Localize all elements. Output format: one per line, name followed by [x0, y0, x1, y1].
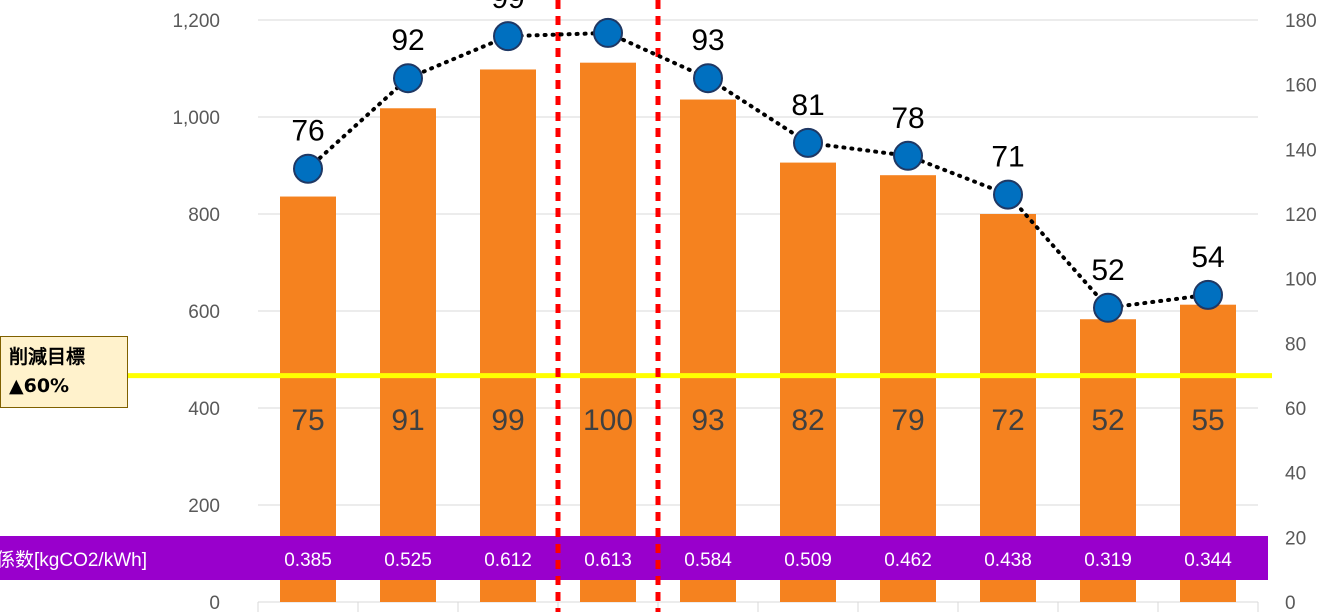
- y2-tick-label: 40: [1285, 464, 1306, 485]
- y2-tick-label: 20: [1285, 528, 1306, 549]
- line-marker: [793, 127, 823, 158]
- line-marker: [593, 17, 623, 48]
- bar-data-label: 75: [291, 404, 324, 437]
- line-data-label: 76: [291, 115, 324, 148]
- bars: 75 91 99 100 93 82 79 72 52 55: [280, 62, 1236, 603]
- y-tick-label: 1,000: [172, 108, 220, 129]
- line-marker: [893, 140, 923, 171]
- line-data-label: 52: [1091, 254, 1124, 287]
- bar-data-label: 99: [491, 404, 524, 437]
- y-tick-label: 400: [188, 399, 220, 420]
- y2-tick-label: 0: [1285, 593, 1296, 612]
- emission-factor-value: 0.613: [584, 550, 632, 571]
- line-data-label: 92: [391, 24, 424, 57]
- bar: [280, 196, 336, 603]
- target-label-line1: 削減目標: [9, 346, 86, 368]
- y-tick-label: 600: [188, 302, 220, 323]
- bar-data-label: 79: [891, 404, 924, 437]
- bar-data-label: 91: [391, 404, 424, 437]
- emission-factor-band: 係数[kgCO2/kWh] 0.385 0.525 0.612 0.613 0.584 0.…: [0, 536, 1268, 580]
- emission-factor-value: 0.385: [284, 550, 332, 571]
- y-tick-label: 200: [188, 496, 220, 517]
- bar: [880, 175, 936, 602]
- emission-factor-value: 0.509: [784, 550, 832, 571]
- target-label-line2: ▲60%: [9, 375, 70, 397]
- highlight-2013: [555, 0, 661, 612]
- bar-data-label: 52: [1091, 404, 1124, 437]
- emission-factor-value: 0.612: [484, 550, 532, 571]
- axis-labels: 0 200 400 600 800 1,000 1,200 0 20 40 60 80 100 120 14…: [172, 11, 1316, 612]
- bar: [380, 108, 436, 603]
- line-data-label: 81: [791, 89, 824, 122]
- line-marker: [493, 21, 523, 52]
- y2-tick-label: 100: [1285, 270, 1317, 291]
- bar-data-label: 82: [791, 404, 824, 437]
- line-series-path: [306, 30, 1210, 310]
- bar: [680, 99, 736, 602]
- emission-factor-band-bg: [0, 536, 1268, 580]
- emission-factor-value: 0.584: [684, 550, 732, 571]
- emission-factor-label: 係数[kgCO2/kWh]: [0, 549, 147, 571]
- emission-factor-value: 0.438: [984, 550, 1032, 571]
- bar-data-label: 55: [1191, 404, 1224, 437]
- y2-tick-label: 140: [1285, 140, 1317, 161]
- y2-tick-label: 60: [1285, 399, 1306, 420]
- line-marker: [1093, 292, 1123, 323]
- emission-factor-value: 0.344: [1184, 550, 1232, 571]
- line-data-label: 54: [1191, 241, 1224, 274]
- line-data-label: 99: [491, 0, 524, 15]
- bar: [480, 69, 536, 603]
- target-label-box: 削減目標 ▲60%: [0, 336, 128, 408]
- line-marker: [393, 63, 423, 94]
- bar: [780, 162, 836, 602]
- line-data-label: 71: [991, 141, 1024, 174]
- bar: [580, 62, 636, 603]
- y2-tick-label: 160: [1285, 76, 1317, 97]
- emission-factor-value: 0.525: [384, 550, 432, 571]
- bar-data-label: 93: [691, 404, 724, 437]
- y2-tick-label: 120: [1285, 205, 1317, 226]
- y-tick-label: 0: [209, 593, 220, 612]
- y2-tick-label: 180: [1285, 11, 1317, 32]
- y-tick-label: 1,200: [172, 11, 220, 32]
- line-data-label: 93: [691, 24, 724, 57]
- y-tick-label: 800: [188, 205, 220, 226]
- line-marker: [993, 179, 1023, 210]
- bar-data-label: 100: [583, 404, 633, 437]
- line-marker: [293, 153, 323, 184]
- emission-factor-value: 0.319: [1084, 550, 1132, 571]
- line-marker: [693, 63, 723, 94]
- bar-data-label: 72: [991, 404, 1024, 437]
- line-marker: [1193, 279, 1223, 310]
- y2-tick-label: 80: [1285, 334, 1306, 355]
- emission-factor-value: 0.462: [884, 550, 932, 571]
- line-data-label: 78: [891, 102, 924, 135]
- line-series: 76 92 99 93 81 78 71 52 54: [291, 0, 1225, 323]
